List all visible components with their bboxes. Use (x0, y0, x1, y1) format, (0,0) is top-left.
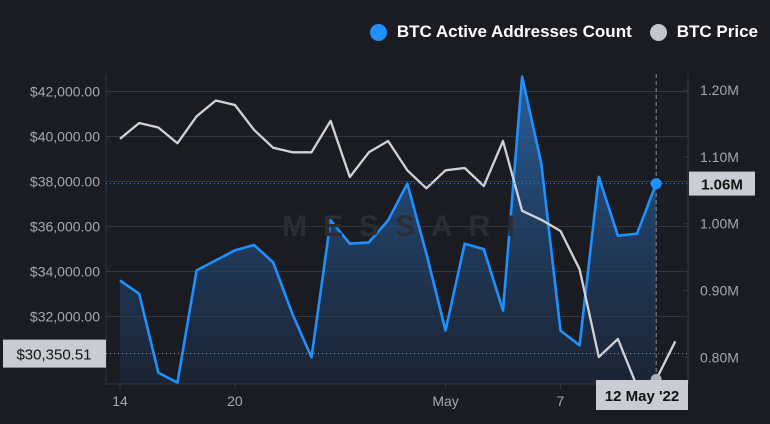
right-tick-label: 0.80M (700, 349, 739, 365)
active-addresses-area (120, 76, 657, 384)
right-tick-label: 0.90M (700, 282, 739, 298)
date-value-label: 12 May '22 (605, 388, 679, 405)
legend-dot-active-addresses (369, 23, 387, 41)
legend-label-active-addresses: BTC Active Addresses Count (396, 22, 632, 41)
legend-label-price: BTC Price (676, 22, 758, 41)
x-tick-label: 7 (557, 393, 565, 409)
left-tick-label: $40,000.00 (30, 129, 100, 145)
legend-item-active-addresses[interactable]: BTC Active Addresses Count (369, 22, 632, 42)
left-tick-label: $42,000.00 (30, 84, 100, 100)
right-tick-label: 1.20M (700, 82, 739, 98)
addresses-value-label: 1.06M (701, 177, 743, 194)
series-lines (119, 75, 677, 388)
left-tick-label: $34,000.00 (30, 264, 100, 280)
addresses-value-box (689, 171, 755, 196)
series-area (120, 76, 657, 384)
hover-point-addresses (650, 178, 662, 190)
crosshair: 1.06M $30,350.51 12 May '22 (3, 74, 755, 410)
date-value-box (596, 380, 688, 410)
active-addresses-line (119, 75, 658, 385)
right-tick-label: 1.00M (700, 216, 739, 232)
x-tick-label: May (432, 393, 458, 409)
legend-item-price[interactable]: BTC Price (649, 22, 758, 42)
axes: $42,000.00 $40,000.00 $38,000.00 $36,000.00… (30, 74, 739, 409)
legend-dot-price (649, 23, 667, 41)
x-tick-label: 14 (112, 393, 128, 409)
left-tick-label: $38,000.00 (30, 174, 100, 190)
x-tick-label: 20 (227, 393, 243, 409)
legend: BTC Active Addresses Count BTC Price (369, 22, 758, 42)
left-tick-label: $36,000.00 (30, 219, 100, 235)
price-line (119, 99, 677, 388)
right-tick-label: 1.10M (700, 149, 739, 165)
left-tick-label: $32,000.00 (30, 309, 100, 325)
price-value-box (3, 339, 106, 368)
watermark: MESSARI (282, 210, 531, 243)
price-value-label: $30,350.51 (16, 347, 91, 364)
